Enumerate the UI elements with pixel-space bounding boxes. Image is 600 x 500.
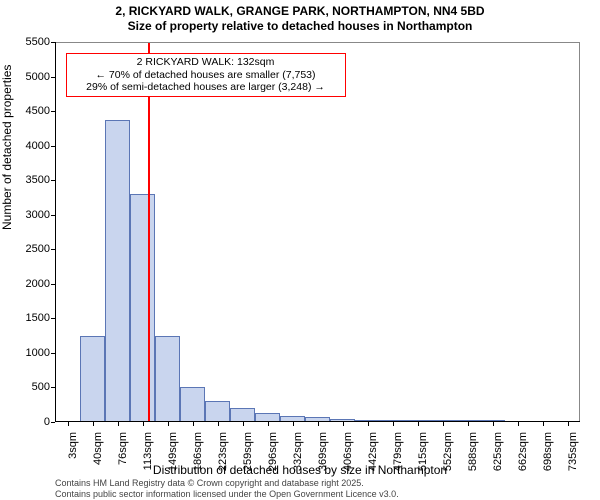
x-tick-mark	[568, 422, 569, 426]
y-tick-mark	[51, 42, 55, 43]
annotation-line: 2 RICKYARD WALK: 132sqm	[71, 56, 341, 69]
y-tick-mark	[51, 180, 55, 181]
x-tick-mark	[443, 422, 444, 426]
x-tick-mark	[543, 422, 544, 426]
y-axis-line	[55, 42, 56, 422]
histogram-bar	[180, 387, 205, 422]
x-tick-mark	[68, 422, 69, 426]
y-tick-mark	[51, 353, 55, 354]
x-tick-mark	[518, 422, 519, 426]
y-tick-label: 5500	[10, 36, 50, 48]
y-tick-mark	[51, 318, 55, 319]
histogram-bar	[230, 408, 255, 422]
y-tick-label: 2000	[10, 278, 50, 290]
footer-line-2: Contains public sector information licen…	[55, 489, 399, 499]
y-tick-mark	[51, 284, 55, 285]
x-tick-mark	[93, 422, 94, 426]
x-tick-mark	[218, 422, 219, 426]
y-tick-mark	[51, 215, 55, 216]
title-line-1: 2, RICKYARD WALK, GRANGE PARK, NORTHAMPT…	[0, 4, 600, 19]
chart-title: 2, RICKYARD WALK, GRANGE PARK, NORTHAMPT…	[0, 0, 600, 34]
y-tick-mark	[51, 249, 55, 250]
y-tick-label: 1000	[10, 347, 50, 359]
footer-line-1: Contains HM Land Registry data © Crown c…	[55, 478, 399, 488]
histogram-bar	[105, 120, 130, 422]
property-marker-line	[148, 43, 150, 422]
y-tick-label: 500	[10, 381, 50, 393]
x-tick-mark	[468, 422, 469, 426]
y-tick-mark	[51, 422, 55, 423]
y-tick-label: 2500	[10, 243, 50, 255]
y-tick-mark	[51, 387, 55, 388]
x-tick-mark	[418, 422, 419, 426]
x-tick-mark	[268, 422, 269, 426]
y-tick-label: 3500	[10, 174, 50, 186]
x-tick-label: 3sqm	[67, 432, 79, 459]
histogram-bar	[80, 336, 105, 422]
x-tick-mark	[143, 422, 144, 426]
annotation-line: 29% of semi-detached houses are larger (…	[71, 81, 341, 94]
x-tick-mark	[168, 422, 169, 426]
x-axis-label: Distribution of detached houses by size …	[0, 463, 600, 477]
histogram-bar	[130, 194, 155, 422]
x-tick-mark	[368, 422, 369, 426]
y-tick-label: 3000	[10, 209, 50, 221]
x-tick-label: 76sqm	[117, 432, 129, 465]
y-tick-label: 5000	[10, 71, 50, 83]
y-tick-mark	[51, 111, 55, 112]
annotation-line: ← 70% of detached houses are smaller (7,…	[71, 69, 341, 82]
y-tick-mark	[51, 146, 55, 147]
annotation-box: 2 RICKYARD WALK: 132sqm← 70% of detached…	[66, 53, 346, 97]
y-tick-label: 4000	[10, 140, 50, 152]
x-tick-mark	[493, 422, 494, 426]
x-tick-mark	[343, 422, 344, 426]
attribution-footer: Contains HM Land Registry data © Crown c…	[55, 478, 399, 499]
x-tick-mark	[293, 422, 294, 426]
y-tick-label: 1500	[10, 312, 50, 324]
title-line-2: Size of property relative to detached ho…	[0, 19, 600, 34]
x-tick-mark	[393, 422, 394, 426]
x-tick-label: 40sqm	[92, 432, 104, 465]
plot-area: 2 RICKYARD WALK: 132sqm← 70% of detached…	[55, 42, 580, 422]
x-tick-mark	[118, 422, 119, 426]
histogram-chart: 2 RICKYARD WALK: 132sqm← 70% of detached…	[55, 42, 580, 422]
y-tick-mark	[51, 77, 55, 78]
x-tick-mark	[318, 422, 319, 426]
histogram-bar	[205, 401, 230, 422]
x-tick-mark	[193, 422, 194, 426]
x-tick-mark	[243, 422, 244, 426]
y-tick-label: 0	[10, 416, 50, 428]
y-tick-label: 4500	[10, 105, 50, 117]
histogram-bar	[155, 336, 180, 422]
